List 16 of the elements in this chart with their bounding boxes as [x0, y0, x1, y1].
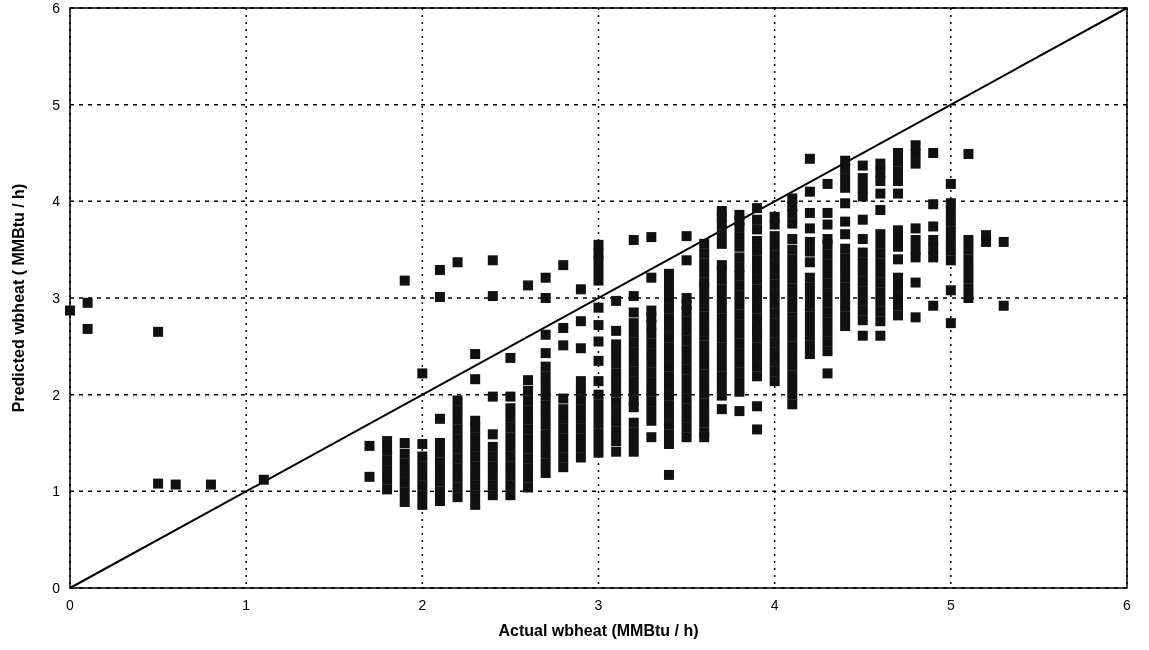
x-tick-label: 1	[242, 597, 251, 613]
x-tick-label: 6	[1123, 597, 1132, 613]
y-tick-label: 2	[52, 386, 61, 403]
y-axis-title: Predicted wbheat ( MMBtu / h)	[10, 183, 27, 413]
y-tick-label: 6	[52, 0, 61, 16]
x-tick-label: 2	[418, 597, 427, 613]
x-tick-label: 5	[946, 597, 955, 613]
y-tick-label: 1	[52, 483, 61, 500]
x-tick-label: 3	[594, 597, 603, 613]
y-tick-label: 4	[52, 193, 61, 210]
x-tick-label: 4	[770, 597, 779, 613]
y-tick-label: 5	[52, 96, 61, 113]
x-axis-title: Actual wbheat (MMBtu / h)	[498, 622, 699, 639]
y-tick-label: 0	[52, 580, 61, 596]
y-tick-label: 3	[52, 290, 61, 306]
x-tick-label: 0	[66, 597, 75, 613]
